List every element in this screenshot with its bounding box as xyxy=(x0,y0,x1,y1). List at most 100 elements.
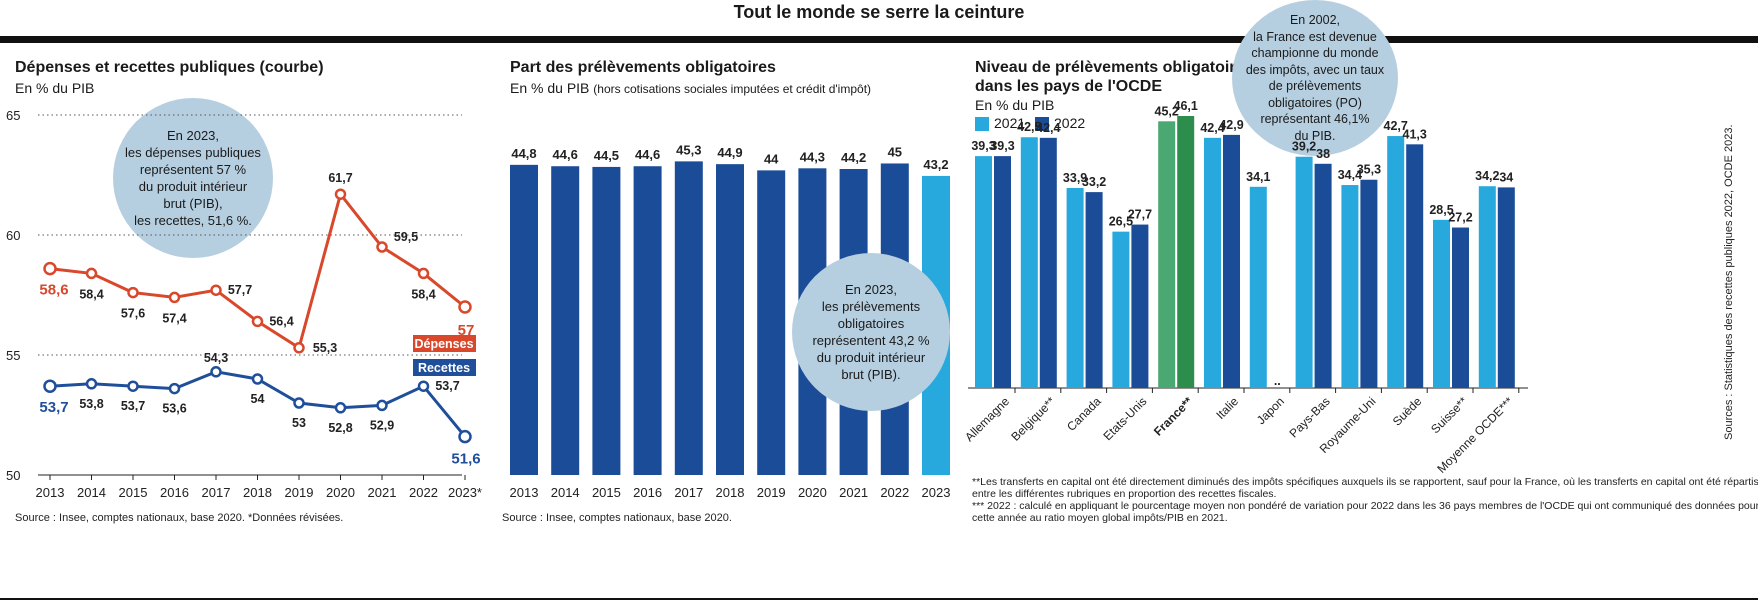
x-category-label: Allemagne xyxy=(962,394,1012,444)
panel2-title: Part des prélèvements obligatoires xyxy=(510,59,776,76)
x-tick-label: 2019 xyxy=(757,485,786,500)
bar-2021 xyxy=(1433,219,1450,388)
data-point xyxy=(251,315,264,328)
bar-value-label: 27,7 xyxy=(1128,208,1152,222)
panel1-bubble-line: les recettes, 51,6 %. xyxy=(134,213,252,228)
data-label: 53 xyxy=(292,416,306,430)
data-point xyxy=(334,188,347,200)
panel2-subtitle-wrap: En % du PIB (hors cotisations sociales i… xyxy=(510,80,871,96)
x-tick-label: 2022 xyxy=(880,485,909,500)
panel3-bubble-line: En 2002, xyxy=(1289,13,1341,27)
data-point xyxy=(127,380,139,392)
panel3-bubble: En 2002, la France est devenue championne … xyxy=(1232,0,1398,156)
bar-2021 xyxy=(975,156,992,388)
panel1-bubble-line: représentent 57 % xyxy=(139,162,247,177)
data-label: 53,8 xyxy=(79,397,103,411)
bar-value-label: 43,2 xyxy=(923,157,948,172)
bar-2022 xyxy=(1497,187,1515,388)
data-label: 56,4 xyxy=(269,314,293,328)
x-category-label: Suède xyxy=(1390,394,1425,429)
panel3-bubble-line: des impôts, avec un taux xyxy=(1245,62,1385,77)
legend-2022-label: 2022 xyxy=(1054,115,1086,131)
data-point xyxy=(334,402,347,414)
bar-2022 xyxy=(1452,227,1469,388)
panel2-bubble: En 2023, les prélèvements obligatoires repr… xyxy=(792,253,950,411)
bar-value-label: 42,9 xyxy=(1219,118,1243,132)
bar-value-label: 34 xyxy=(1499,170,1513,184)
panel3-bubble-line: représentant 46,1% xyxy=(1260,112,1370,126)
bar xyxy=(551,166,580,475)
bar-value-label: 33,2 xyxy=(1082,175,1106,189)
data-label: 57,6 xyxy=(121,307,145,321)
data-label: 52,9 xyxy=(370,418,394,432)
bar-value-label: 26,5 xyxy=(1109,215,1133,229)
panel1-title: Dépenses et recettes publiques (courbe) xyxy=(15,59,324,76)
data-point xyxy=(376,399,388,412)
bar xyxy=(592,166,621,475)
bar-value-label: 35,3 xyxy=(1357,163,1381,177)
bar-value-label: 44,2 xyxy=(841,150,866,165)
panel2-bubble-line: En 2023, xyxy=(844,282,898,297)
data-point xyxy=(417,267,430,280)
x-tick-label: 2022 xyxy=(409,485,438,500)
panel3-bubble-line: de prélèvements xyxy=(1268,79,1362,93)
data-label: 59,5 xyxy=(394,230,418,244)
bar-2021 xyxy=(1020,137,1038,388)
recettes-tag-label: Recettes xyxy=(418,361,470,375)
panel1-bubble: En 2023, les dépenses publiques représente… xyxy=(113,98,273,258)
data-label: 61,7 xyxy=(328,171,352,185)
x-category-label: Canada xyxy=(1064,394,1104,434)
bar-value-label: 44,5 xyxy=(594,148,619,163)
bar-value-label: 44 xyxy=(764,151,779,166)
x-category-label: Pays-Bas xyxy=(1287,394,1333,440)
panel2-source: Source : Insee, comptes nationaux, base … xyxy=(502,512,732,524)
x-tick-label: 2023 xyxy=(922,485,951,500)
data-label: 52,8 xyxy=(328,421,352,435)
bottom-rule xyxy=(0,598,1758,600)
bar-value-label: 27,2 xyxy=(1448,211,1472,225)
panel3-title-line1: Niveau de prélèvements obligatoires xyxy=(975,59,1254,76)
bar-2022 xyxy=(1223,134,1240,388)
bar-2022 xyxy=(1085,192,1103,388)
data-point xyxy=(458,300,472,314)
x-tick-label: 2014 xyxy=(77,485,106,500)
bar-value-label: 45 xyxy=(888,144,902,159)
panel3-bubble-line: du PIB. xyxy=(1294,128,1336,143)
bar-2021 xyxy=(1341,185,1359,388)
x-tick-label: 2021 xyxy=(368,485,397,500)
bar-2021 xyxy=(1478,186,1496,388)
bar-value-label: 34,4 xyxy=(1338,168,1362,182)
x-tick-label: 2021 xyxy=(839,485,868,500)
bar-2022 xyxy=(1177,116,1195,388)
bar-value-label: 28,5 xyxy=(1429,203,1453,217)
data-label: 55,3 xyxy=(313,341,337,355)
panel3-bubble-line: obligatoires (PO) xyxy=(1268,95,1362,110)
bar-value-label: 34,2 xyxy=(1475,169,1499,183)
x-category-label: Moyenne OCDE*** xyxy=(1434,394,1516,476)
data-point xyxy=(293,397,305,409)
bar-2022 xyxy=(1406,144,1424,388)
data-label: 53,7 xyxy=(39,399,68,416)
panel2-bubble-line: brut (PIB). xyxy=(841,367,901,382)
data-point xyxy=(417,380,430,392)
bar-value-label: 38 xyxy=(1316,147,1330,161)
legend-2021-swatch xyxy=(975,117,989,131)
bar-value-label: 42,7 xyxy=(1384,119,1408,133)
bar-value-label: 41,3 xyxy=(1403,127,1427,141)
bar-value-label: 44,3 xyxy=(800,149,825,164)
x-tick-label: 2015 xyxy=(119,485,148,500)
page-title: Tout le monde se serre la ceinture xyxy=(733,2,1025,22)
bar-value-label: 34,1 xyxy=(1246,170,1270,184)
panel3-bubble-line: championne du monde xyxy=(1251,46,1379,60)
depenses-tag-label: Dépenses xyxy=(414,337,473,351)
x-category-label: France** xyxy=(1151,394,1196,439)
bar xyxy=(716,164,744,475)
y-tick-label: 55 xyxy=(6,348,20,363)
data-point xyxy=(85,378,98,390)
x-tick-label: 2018 xyxy=(716,485,745,500)
bar-2021 xyxy=(1387,136,1405,388)
x-tick-label: 2023* xyxy=(448,485,482,500)
data-label: 58,4 xyxy=(411,287,435,301)
bar-2021 xyxy=(1295,156,1313,388)
